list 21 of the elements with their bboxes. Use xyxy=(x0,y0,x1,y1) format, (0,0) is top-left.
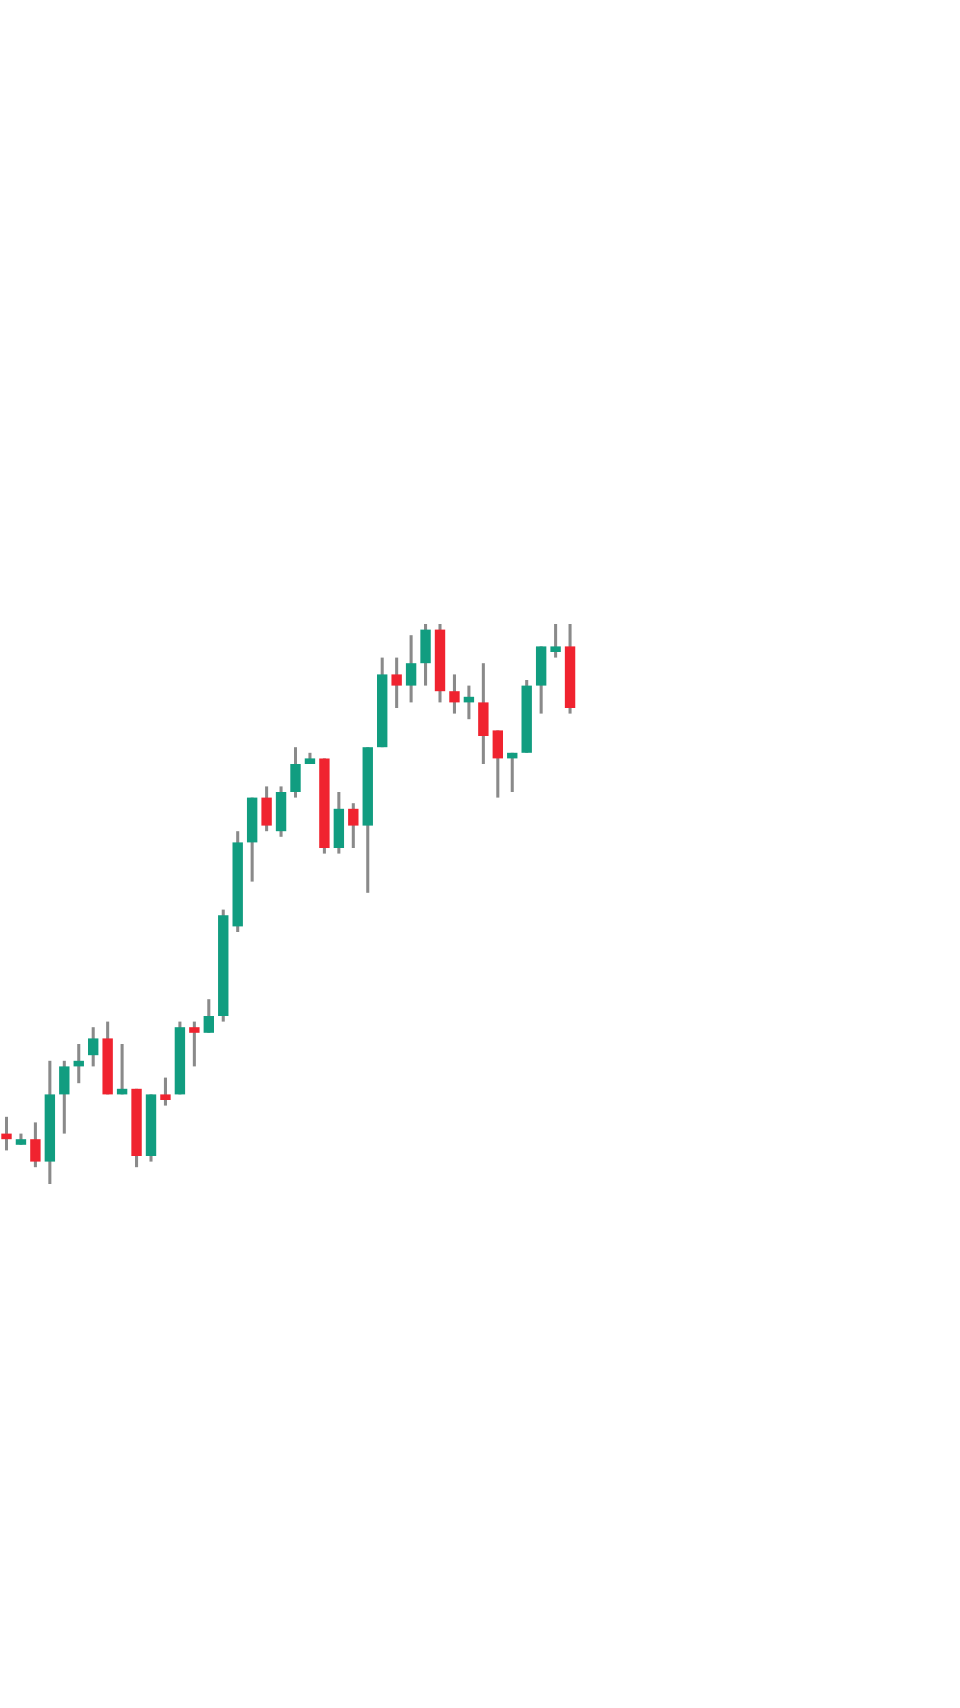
candlestick xyxy=(492,728,503,800)
candlestick xyxy=(550,622,561,660)
candlestick xyxy=(88,1025,99,1068)
candlestick xyxy=(478,661,489,766)
candlestick xyxy=(348,801,359,850)
candlestick xyxy=(189,1020,200,1068)
candlestick xyxy=(420,622,431,688)
candlestick xyxy=(261,784,272,833)
candlestick xyxy=(1,1115,12,1152)
candlestick xyxy=(246,796,258,884)
candlestick xyxy=(391,656,402,710)
candlestick xyxy=(59,1059,70,1136)
candlestick xyxy=(30,1120,41,1169)
candlestick xyxy=(449,672,460,716)
candlestick xyxy=(535,644,547,716)
candlestick xyxy=(203,997,214,1035)
candlestick xyxy=(333,790,345,856)
candlestick xyxy=(275,784,287,839)
candlestick xyxy=(160,1076,171,1108)
candlestick xyxy=(290,745,301,800)
candlestick xyxy=(405,633,417,704)
